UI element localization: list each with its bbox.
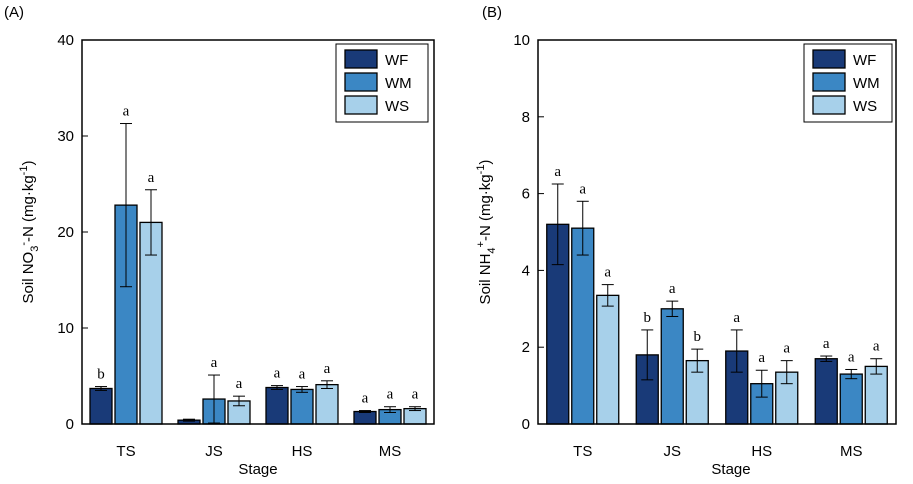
significance-letter: a [758,350,765,366]
y-axis-title-part: -1 [18,166,30,176]
significance-letter: a [412,387,419,403]
x-axis-title: Stage [711,461,750,478]
legend-swatch-ws [344,95,378,115]
significance-letter: b [694,329,702,345]
legend-label-wf: WF [853,52,876,69]
bar-ws-hs [315,383,339,425]
y-tick-label: 10 [513,32,530,49]
legend-label-ws: WS [853,98,877,115]
y-axis-title-part: -1 [475,165,487,175]
y-tick-label: 0 [522,416,530,433]
significance-letter: a [274,366,281,382]
significance-letter: a [324,361,331,377]
significance-letter: a [554,164,561,180]
bar-wf-hs [265,386,289,425]
significance-letter: a [873,339,880,355]
y-axis-title-part: -N (mg·kg [20,175,37,242]
y-axis-title-part: ) [20,161,37,166]
y-tick-label: 6 [522,186,530,203]
y-tick-label: 8 [522,109,530,126]
legend-label-wm: WM [853,75,880,92]
significance-letter: a [733,310,740,326]
x-tick-label: HS [751,443,772,460]
bar-ws-ts [596,294,620,425]
y-axis-title-part: 4 [486,247,498,253]
bar-wf-ts [89,387,113,425]
bar-wm-js [660,308,684,425]
legend-swatch-wm [812,72,846,92]
legend-swatch-wf [344,49,378,69]
y-tick-label: 0 [66,416,74,433]
significance-letter: a [387,387,394,403]
bar-wf-ms [353,410,377,425]
significance-letter: a [848,349,855,365]
panel-label: (B) [482,4,502,21]
significance-letter: a [123,104,130,120]
y-axis-title-part: - [18,242,30,246]
legend-swatch-wf [812,49,846,69]
x-tick-label: TS [573,443,592,460]
significance-letter: a [783,341,790,357]
significance-letter: a [148,170,155,186]
y-tick-label: 40 [57,32,74,49]
bar-wm-ms [839,373,863,425]
plot-frame [537,39,897,425]
chart-panel-a: (A) 0 10 20 30 40 Soil NO3--N (mg·kg-1) b a a TS a a… [4,4,435,478]
legend-label-ws: WS [385,98,409,115]
x-tick-label: JS [663,443,681,460]
significance-letter: a [299,367,306,383]
significance-letter: a [236,376,243,392]
y-axis-title: Soil NO3--N (mg·kg-1) [18,161,41,304]
y-tick-label: 20 [57,224,74,241]
y-tick-label: 30 [57,128,74,145]
plot-frame [81,39,435,425]
y-axis-title-part: -N (mg·kg [477,174,494,241]
x-tick-label: MS [840,443,863,460]
y-axis-title-part: Soil NO [20,252,37,304]
y-axis-title-part: ) [477,160,494,165]
significance-letter: a [211,355,218,371]
panel-label: (A) [4,4,24,21]
y-axis-title-part: + [475,241,487,247]
y-axis-title-part: Soil NH [477,254,494,305]
significance-letter: a [823,336,830,352]
bar-wm-ts [571,227,595,425]
y-axis-title-part: 3 [29,246,41,252]
y-axis-title: Soil NH4+-N (mg·kg-1) [475,160,498,305]
bar-wm-hs [290,388,314,425]
legend-swatch-wm [344,72,378,92]
significance-letter: a [579,181,586,197]
x-tick-label: JS [205,443,223,460]
significance-letter: a [604,265,611,281]
bar-wf-ms [814,358,838,425]
bar-ws-ms [864,365,888,425]
legend-label-wf: WF [385,52,408,69]
significance-letter: a [669,281,676,297]
significance-letter: a [362,391,369,407]
legend-label-wm: WM [385,75,412,92]
x-tick-label: HS [292,443,313,460]
y-tick-label: 10 [57,320,74,337]
significance-letter: b [97,367,105,383]
y-tick-label: 4 [522,262,530,279]
x-tick-label: TS [116,443,135,460]
x-tick-label: MS [379,443,402,460]
significance-letter: b [644,310,652,326]
y-tick-label: 2 [522,339,530,356]
legend-swatch-ws [812,95,846,115]
x-axis-title: Stage [238,461,277,478]
